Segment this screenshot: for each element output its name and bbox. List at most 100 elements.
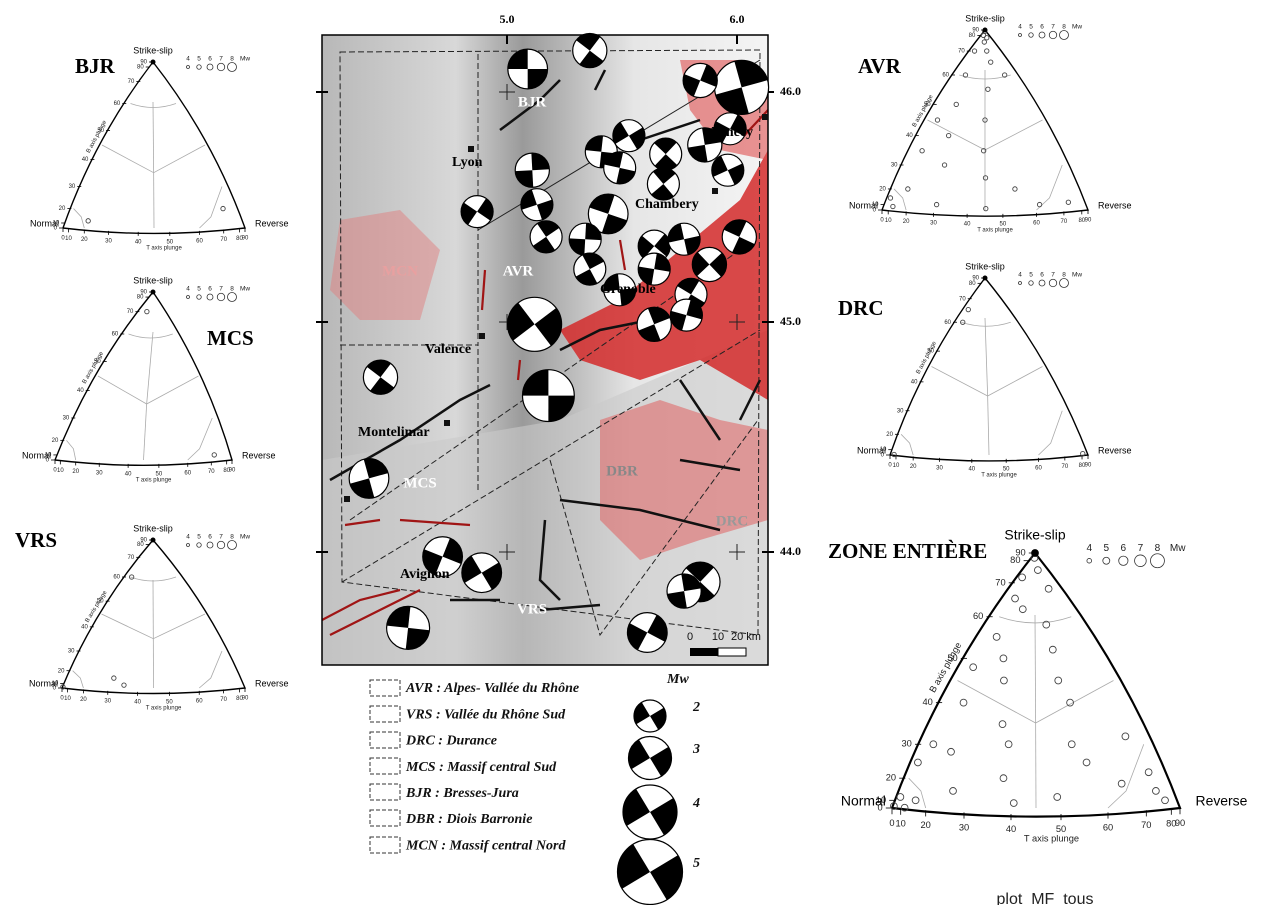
- vertex-label: Normal: [22, 450, 51, 460]
- focal-mechanism: [712, 154, 744, 186]
- t-tick-label: 60: [1103, 822, 1113, 832]
- mw-size-marker: [187, 66, 190, 69]
- mw-size-marker: [187, 544, 190, 547]
- ternary-field: [961, 322, 1011, 326]
- legend-entry: BJR : Bresses-Jura: [405, 786, 519, 801]
- b-tick-label: 70: [959, 296, 966, 302]
- mw-size-marker: [1049, 31, 1057, 39]
- mw-size-marker: [228, 541, 237, 550]
- mw-legend-label: 2: [692, 700, 700, 715]
- ternary-plot: 00101020203030404050506060707080809090St…: [30, 45, 289, 251]
- vertex-label: Reverse: [242, 450, 276, 460]
- mw-legend-label: 4: [692, 796, 700, 811]
- mechanism-point: [993, 633, 1000, 640]
- city-label: Lyon: [452, 155, 483, 170]
- vertex-label: Strike-slip: [133, 45, 173, 55]
- mechanism-point: [934, 202, 938, 206]
- mw-size-marker: [228, 63, 237, 72]
- mechanism-point: [935, 118, 939, 122]
- b-tick-label: 30: [69, 184, 76, 190]
- focal-mechanism: [668, 223, 700, 255]
- mechanism-point: [1013, 187, 1017, 191]
- focal-mechanism: [722, 220, 756, 254]
- vertex-label: Normal: [29, 678, 58, 688]
- b-tick-label: 40: [911, 379, 918, 385]
- mw-size-label: 6: [1121, 543, 1127, 554]
- ternary-plot: 00101020203030404050506060707080809090St…: [22, 275, 276, 483]
- focal-mechanism: [508, 297, 562, 351]
- focal-mechanism: [715, 60, 769, 114]
- ternary-divider: [98, 376, 147, 404]
- mw-size-label: 8: [230, 286, 234, 293]
- b-tick-label: 60: [114, 101, 121, 107]
- mw-legend-label: 5: [693, 856, 700, 871]
- mechanism-point: [1010, 800, 1017, 807]
- mechanism-point: [1118, 780, 1125, 787]
- mw-size-label: 7: [219, 534, 223, 541]
- panel-title: AVR: [858, 54, 902, 78]
- legend-boxes: [370, 680, 400, 853]
- mechanism-point: [906, 187, 910, 191]
- zone-label: MCN: [382, 263, 418, 279]
- mw-size-label: 7: [219, 286, 223, 293]
- mw-size-marker: [187, 296, 190, 299]
- mechanism-point: [1145, 769, 1152, 776]
- t-tick-label: 10: [896, 819, 906, 829]
- lat-tick-label: 44.0: [780, 544, 801, 558]
- t-tick-label: 50: [166, 239, 173, 245]
- focal-mechanism: [508, 49, 548, 89]
- mechanism-point: [985, 36, 989, 40]
- zone-label: MCS: [403, 475, 436, 491]
- t-tick-label: 10: [893, 463, 900, 469]
- t-tick-label: 20: [910, 464, 917, 470]
- vertex-label: Normal: [841, 792, 886, 808]
- mechanism-point: [897, 794, 904, 801]
- mw-legend-title: Mw: [666, 672, 689, 687]
- vertex-label: Normal: [30, 218, 59, 228]
- t-tick-label: 40: [964, 221, 971, 227]
- mw-size-marker: [1135, 555, 1147, 567]
- mw-size-label: 4: [1018, 272, 1022, 279]
- panel-title: ZONE ENTIÈRE: [828, 539, 987, 563]
- t-tick-label: 60: [184, 470, 191, 476]
- vertex-label: Reverse: [1098, 445, 1132, 455]
- t-tick-label: 90: [242, 696, 249, 702]
- vertex-label: Normal: [849, 200, 878, 210]
- mw-size-label: 4: [1018, 24, 1022, 31]
- vertex-label: Strike-slip: [133, 275, 173, 285]
- mw-size-label: 7: [1051, 272, 1055, 279]
- mechanism-point: [112, 676, 116, 680]
- b-tick-label: 40: [906, 133, 913, 139]
- ternary-divider: [147, 376, 199, 404]
- mechanism-point: [985, 49, 989, 53]
- axis-label: T axis plunge: [977, 228, 1013, 234]
- vertex-label: Reverse: [255, 218, 289, 228]
- mechanism-point: [1054, 794, 1061, 801]
- axis-label: T axis plunge: [981, 473, 1017, 479]
- t-tick-label: 20: [80, 697, 87, 703]
- mw-size-label: 5: [197, 534, 201, 541]
- t-tick-label: 90: [1085, 463, 1092, 469]
- mw-size-marker: [207, 294, 213, 300]
- mw-size-marker: [1039, 280, 1045, 286]
- b-tick-label: 40: [82, 157, 89, 163]
- mw-size-label: 6: [1040, 24, 1044, 31]
- scale-bar: [690, 648, 718, 656]
- mechanism-point: [1019, 574, 1026, 581]
- legend-entry: AVR : Alpes- Vallée du Rhône: [405, 681, 579, 696]
- axis-label: T axis plunge: [136, 478, 172, 484]
- mechanism-point: [221, 206, 225, 210]
- ternary-field: [901, 434, 913, 455]
- focal-mechanism: [650, 138, 682, 170]
- t-tick-label: 40: [134, 699, 141, 705]
- focal-mechanism: [574, 253, 606, 285]
- b-tick-label: 90: [972, 276, 979, 282]
- panel-title: BJR: [75, 54, 116, 78]
- b-tick-label: 40: [81, 624, 88, 630]
- vertex-label: Strike-slip: [133, 523, 173, 533]
- t-tick-label: 30: [930, 220, 937, 226]
- mw-legend-ball: [618, 840, 683, 905]
- b-tick-label: 60: [944, 320, 951, 326]
- figure: 5.06.046.045.044.0BJRAVRMCNMCSVRSDBRDRCL…: [0, 0, 1268, 905]
- t-tick-label: 30: [936, 465, 943, 471]
